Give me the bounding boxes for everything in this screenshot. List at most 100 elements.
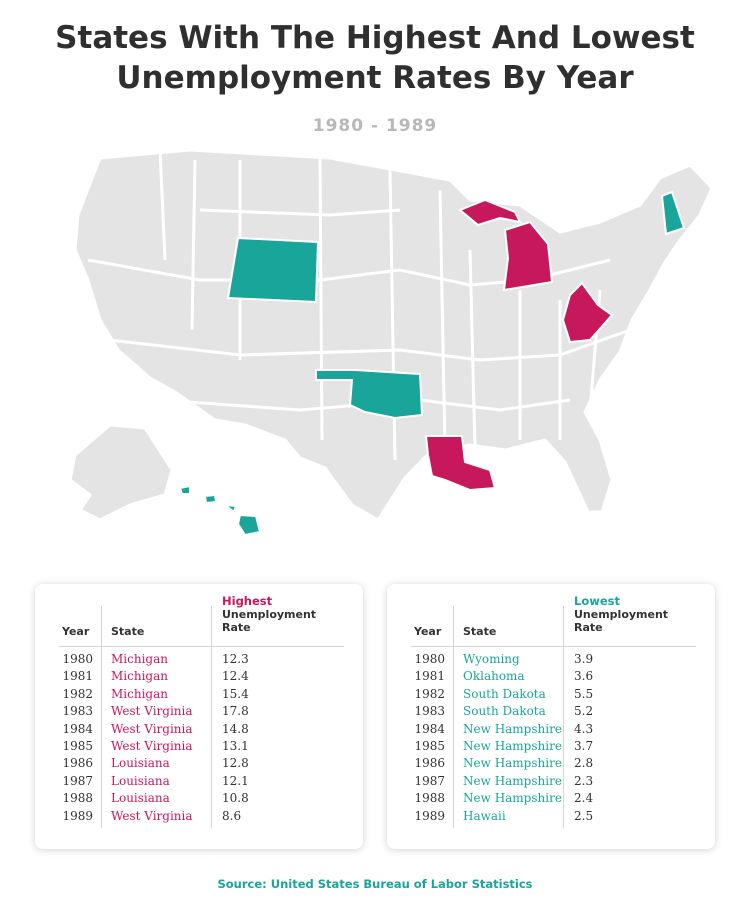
table-row: 1988 New Hampshire 2.4 [387, 791, 715, 808]
rate-cell: 3.9 [574, 652, 594, 666]
louisiana-region [424, 435, 497, 492]
column-divider [453, 606, 454, 828]
state-cell: Michigan [111, 652, 168, 666]
rate-cell: 3.7 [574, 739, 594, 753]
lowest-rates-table: Year State Lowest Unemployment Rate 1980… [387, 584, 715, 849]
state-cell: Louisiana [111, 756, 170, 771]
table-row: 1986 Louisiana 12.8 [35, 756, 363, 773]
rate-cell: 12.3 [222, 652, 249, 666]
rate-cell: 17.8 [222, 704, 249, 719]
state-column-header: State [111, 625, 145, 638]
year-cell: 1987 [62, 773, 93, 788]
table-row: 1986 New Hampshire 2.8 [387, 756, 715, 773]
table-row: 1987 New Hampshire 2.3 [387, 774, 715, 791]
rate-header-line3: Rate [574, 621, 603, 634]
year-cell: 1985 [62, 739, 93, 753]
table-row: 1983 West Virginia 17.8 [35, 704, 363, 721]
year-cell: 1984 [62, 721, 93, 736]
rate-cell: 3.6 [574, 669, 594, 684]
header-divider [59, 646, 344, 647]
rate-cell: 10.8 [222, 791, 249, 806]
table-row: 1987 Louisiana 12.1 [35, 774, 363, 791]
rate-cell: 5.5 [574, 686, 594, 701]
state-cell: Michigan [111, 686, 168, 701]
rate-cell: 2.3 [574, 773, 594, 788]
state-cell: New Hampshire [463, 721, 562, 736]
year-cell: 1983 [62, 704, 93, 719]
year-cell: 1981 [414, 669, 445, 684]
rate-cell: 2.8 [574, 756, 594, 771]
rate-cell: 12.8 [222, 756, 249, 771]
state-cell: Louisiana [111, 791, 170, 806]
year-cell: 1983 [414, 704, 445, 719]
state-cell: Louisiana [111, 773, 170, 788]
state-cell: Michigan [111, 669, 168, 684]
year-column-header: Year [62, 625, 90, 638]
west-virginia-region [561, 281, 614, 344]
rate-cell: 14.8 [222, 721, 249, 736]
lowest-label: Lowest [574, 594, 620, 608]
rate-cell: 2.5 [574, 808, 594, 823]
table-row: 1984 New Hampshire 4.3 [387, 722, 715, 739]
column-divider [101, 606, 102, 828]
column-divider [563, 606, 564, 828]
table-row: 1989 Hawaii 2.5 [387, 809, 715, 826]
year-cell: 1988 [414, 791, 445, 806]
state-cell: Hawaii [463, 808, 506, 823]
table-row: 1984 West Virginia 14.8 [35, 722, 363, 739]
state-cell: West Virginia [111, 704, 193, 719]
year-cell: 1987 [414, 773, 445, 788]
state-column-header: State [463, 625, 497, 638]
oklahoma-region [315, 369, 424, 420]
table-row: 1981 Oklahoma 3.6 [387, 669, 715, 686]
state-cell: New Hampshire [463, 756, 562, 771]
rate-cell: 12.4 [222, 669, 249, 684]
table-row: 1982 Michigan 15.4 [35, 687, 363, 704]
rate-column-header: Highest Unemployment Rate [222, 595, 342, 635]
rate-cell: 15.4 [222, 686, 249, 701]
highest-rates-table: Year State Highest Unemployment Rate 198… [35, 584, 363, 849]
rate-cell: 8.6 [222, 808, 242, 823]
year-cell: 1989 [62, 808, 93, 823]
state-cell: New Hampshire [463, 739, 562, 753]
table-row: 1989 West Virginia 8.6 [35, 809, 363, 826]
rate-cell: 2.4 [574, 791, 594, 806]
rate-cell: 12.1 [222, 773, 249, 788]
state-cell: West Virginia [111, 739, 193, 753]
table-row: 1985 West Virginia 13.1 [35, 739, 363, 756]
table-row: 1985 New Hampshire 3.7 [387, 739, 715, 756]
year-cell: 1982 [414, 686, 445, 701]
alaska [68, 423, 174, 522]
rate-header-line3: Rate [222, 621, 251, 634]
source-citation: Source: United States Bureau of Labor St… [217, 877, 533, 891]
title-line-2: Unemployment Rates By Year [116, 60, 634, 96]
year-cell: 1989 [414, 808, 445, 823]
header-divider [411, 646, 696, 647]
year-cell: 1986 [414, 756, 445, 771]
us-map [68, 148, 714, 537]
state-cell: New Hampshire [463, 791, 562, 806]
hawaii-region [178, 484, 262, 537]
table-row: 1981 Michigan 12.4 [35, 669, 363, 686]
rate-cell: 5.2 [574, 704, 594, 719]
year-range-subtitle: 1980 - 1989 [312, 116, 438, 136]
table-row: 1980 Michigan 12.3 [35, 652, 363, 669]
table-row: 1980 Wyoming 3.9 [387, 652, 715, 669]
new-hampshire-region [660, 190, 686, 236]
table-row: 1988 Louisiana 10.8 [35, 791, 363, 808]
column-divider [211, 606, 212, 828]
year-column-header: Year [414, 625, 442, 638]
rate-header-line2: Unemployment [574, 608, 669, 621]
year-cell: 1982 [62, 686, 93, 701]
year-cell: 1980 [414, 652, 445, 666]
table-row: 1983 South Dakota 5.2 [387, 704, 715, 721]
year-cell: 1980 [62, 652, 93, 666]
rate-cell: 13.1 [222, 739, 249, 753]
infographic-title: States With The Highest And Lowest Unemp… [0, 18, 750, 98]
rate-cell: 4.3 [574, 721, 594, 736]
state-cell: Oklahoma [463, 669, 525, 684]
year-cell: 1986 [62, 756, 93, 771]
state-cell: Wyoming [463, 652, 520, 666]
year-cell: 1984 [414, 721, 445, 736]
year-cell: 1988 [62, 791, 93, 806]
